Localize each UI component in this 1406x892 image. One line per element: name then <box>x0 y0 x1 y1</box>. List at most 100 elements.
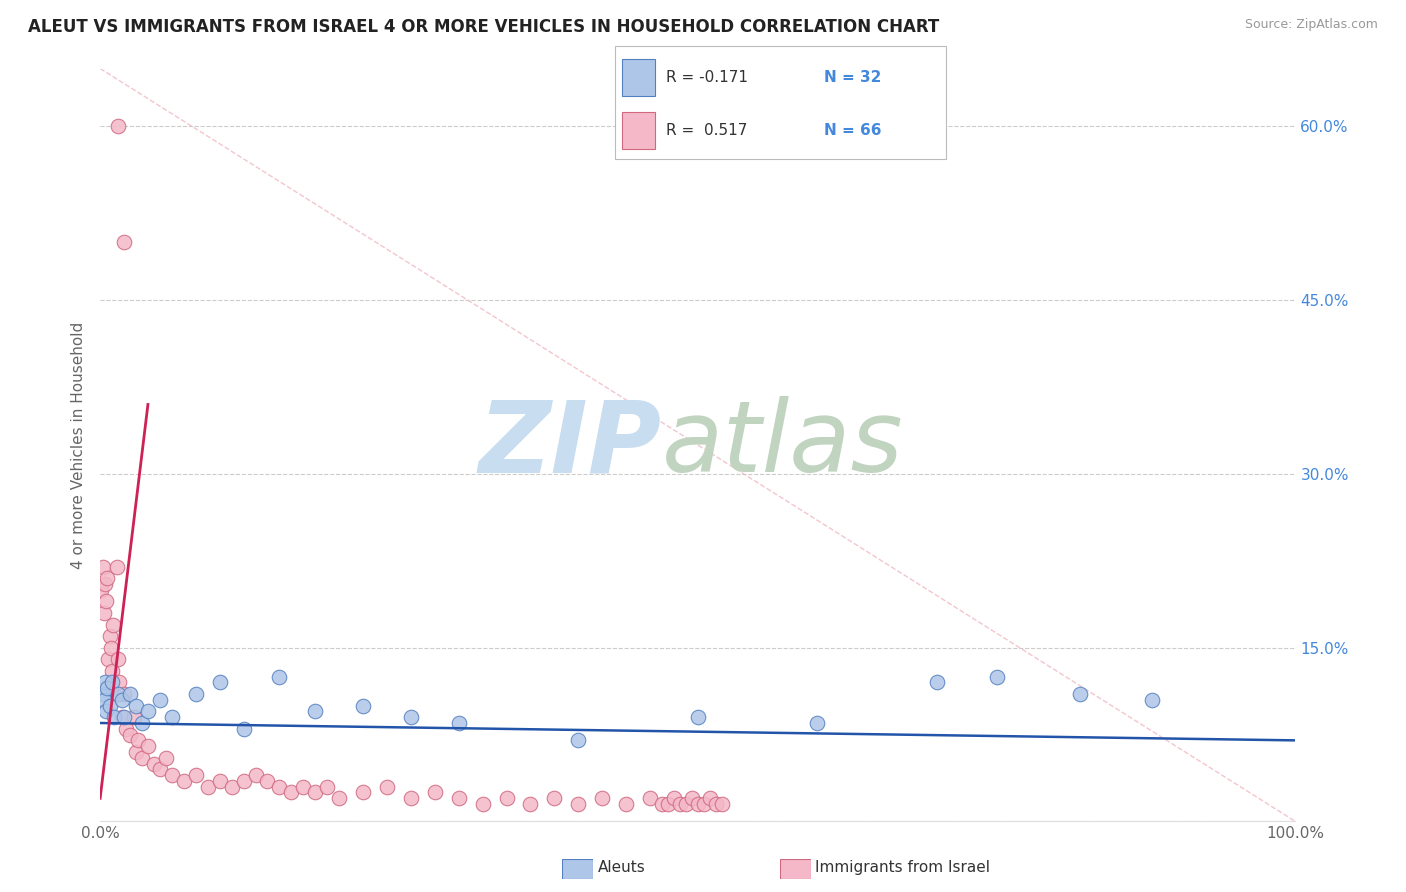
Point <box>232 722 254 736</box>
Point <box>94 675 117 690</box>
Point <box>447 716 470 731</box>
Point <box>686 797 709 811</box>
Point <box>127 733 149 747</box>
Text: Source: ZipAtlas.com: Source: ZipAtlas.com <box>1244 18 1378 31</box>
FancyBboxPatch shape <box>614 45 946 160</box>
Point <box>925 675 948 690</box>
Point <box>316 780 339 794</box>
Point <box>543 791 565 805</box>
Point <box>567 733 589 747</box>
Point <box>699 791 721 805</box>
Text: R = -0.171: R = -0.171 <box>665 70 748 85</box>
Point <box>118 687 141 701</box>
Point <box>614 797 637 811</box>
Point <box>107 120 129 134</box>
Point <box>160 768 183 782</box>
Point <box>108 675 131 690</box>
Point <box>399 791 422 805</box>
Point <box>681 791 703 805</box>
Point <box>94 577 117 591</box>
Point <box>98 629 121 643</box>
Point <box>100 640 122 655</box>
Bar <box>621 112 655 149</box>
Point <box>662 791 685 805</box>
Point <box>160 710 183 724</box>
Text: Aleuts: Aleuts <box>598 861 645 875</box>
Point <box>93 606 115 620</box>
Point <box>90 582 112 597</box>
Point <box>101 664 124 678</box>
Point <box>208 773 231 788</box>
Point <box>495 791 517 805</box>
Point <box>107 652 129 666</box>
Text: R =  0.517: R = 0.517 <box>665 123 747 138</box>
Point <box>471 797 494 811</box>
Point <box>256 773 278 788</box>
Point <box>155 750 177 764</box>
Point <box>125 698 148 713</box>
Point <box>232 773 254 788</box>
Point <box>96 681 118 696</box>
Point <box>93 693 115 707</box>
Point <box>91 559 114 574</box>
Point <box>149 693 172 707</box>
Point <box>105 559 128 574</box>
Point <box>806 716 828 731</box>
Point <box>567 797 589 811</box>
Point <box>519 797 541 811</box>
Point <box>280 785 302 799</box>
Point <box>1140 693 1163 707</box>
Point <box>125 745 148 759</box>
Point <box>103 710 125 724</box>
Point <box>704 797 727 811</box>
Point <box>269 780 291 794</box>
Point <box>208 675 231 690</box>
Text: ZIP: ZIP <box>479 396 662 493</box>
Point <box>221 780 243 794</box>
Point <box>94 594 117 608</box>
Point <box>986 670 1008 684</box>
Text: ALEUT VS IMMIGRANTS FROM ISRAEL 4 OR MORE VEHICLES IN HOUSEHOLD CORRELATION CHAR: ALEUT VS IMMIGRANTS FROM ISRAEL 4 OR MOR… <box>28 18 939 36</box>
Point <box>675 797 697 811</box>
Text: Immigrants from Israel: Immigrants from Israel <box>815 861 990 875</box>
Point <box>103 617 125 632</box>
Point <box>245 768 267 782</box>
Point <box>136 739 159 754</box>
Point <box>184 768 207 782</box>
Point <box>103 687 125 701</box>
Point <box>352 698 374 713</box>
Point <box>399 710 422 724</box>
Point <box>328 791 350 805</box>
Point <box>112 687 135 701</box>
Point <box>136 705 159 719</box>
Point <box>97 652 120 666</box>
Point <box>91 687 114 701</box>
Point <box>423 785 446 799</box>
Point <box>447 791 470 805</box>
Point <box>96 571 118 585</box>
Point <box>98 698 121 713</box>
Point <box>657 797 679 811</box>
Point <box>651 797 673 811</box>
Point <box>112 235 135 250</box>
Point <box>304 785 326 799</box>
Point <box>304 705 326 719</box>
Point <box>173 773 195 788</box>
Point <box>111 693 134 707</box>
Point <box>197 780 219 794</box>
Point <box>112 710 135 724</box>
Point <box>352 785 374 799</box>
Point <box>115 722 138 736</box>
Point <box>142 756 165 771</box>
Point <box>94 705 117 719</box>
Point <box>669 797 692 811</box>
Point <box>107 687 129 701</box>
Point <box>111 710 134 724</box>
Point <box>118 728 141 742</box>
Bar <box>621 59 655 95</box>
Point <box>292 780 315 794</box>
Point <box>101 675 124 690</box>
Point <box>1069 687 1091 701</box>
Point <box>131 716 153 731</box>
Point <box>269 670 291 684</box>
